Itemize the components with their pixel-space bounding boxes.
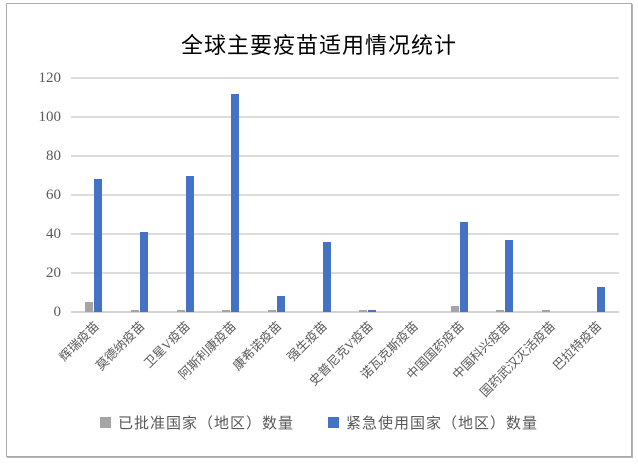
emergency-bar-3 <box>185 175 194 312</box>
emergency-bar-10 <box>505 239 514 312</box>
approved-bar-5 <box>268 310 276 312</box>
chart-frame: 全球主要疫苗适用情况统计 0 20 40 60 80 100 120 辉瑞疫苗 莫德纳疫苗 卫星V… <box>6 3 632 457</box>
emergency-swatch-icon <box>328 417 339 428</box>
x-axis-category-label: 辉瑞疫苗 <box>56 319 102 365</box>
y-axis-tick-label: 80 <box>46 148 61 164</box>
gridline-y100 <box>71 116 619 118</box>
approved-swatch-icon <box>99 417 111 428</box>
gridline-y120 <box>71 77 619 79</box>
plot-area: 0 20 40 60 80 100 120 辉瑞疫苗 莫德纳疫苗 卫星V疫苗 阿斯利康疫苗 康希诺疫苗… <box>39 70 619 400</box>
y-axis-tick-label: 120 <box>38 70 62 86</box>
gridline-y80 <box>71 155 619 157</box>
x-axis-category-label: 康希诺疫苗 <box>230 319 285 374</box>
x-axis-category-label: 莫德纳疫苗 <box>93 319 148 374</box>
emergency-bar-5 <box>277 296 285 312</box>
chart-title: 全球主要疫苗适用情况统计 <box>180 33 457 58</box>
approved-bar-2 <box>131 310 139 312</box>
emergency-bar-6 <box>322 241 331 312</box>
emergency-bar-12 <box>596 286 605 312</box>
legend-label-approved: 已批准国家（地区）数量 <box>117 416 294 432</box>
gridline-y20 <box>71 272 619 274</box>
approved-bar-1 <box>85 302 94 312</box>
gridline-y60 <box>71 194 619 196</box>
x-axis-category-label: 强生疫苗 <box>284 319 331 365</box>
approved-bar-7 <box>359 310 368 312</box>
gridline-y0 <box>71 311 619 313</box>
approved-bar-4 <box>222 310 231 312</box>
emergency-bar-9 <box>459 222 468 312</box>
emergency-bar-2 <box>140 232 148 312</box>
y-axis-tick-label: 60 <box>46 187 61 203</box>
y-axis-tick-label: 20 <box>46 265 61 281</box>
legend: 已批准国家（地区）数量 紧急使用国家（地区）数量 <box>7 412 631 433</box>
approved-bar-9 <box>450 306 459 312</box>
emergency-bar-1 <box>94 179 103 312</box>
y-axis-tick-label: 100 <box>38 109 62 125</box>
gridline-y40 <box>71 233 619 235</box>
legend-item-approved: 已批准国家（地区）数量 <box>99 412 294 433</box>
approved-bar-3 <box>176 310 185 312</box>
legend-item-emergency: 紧急使用国家（地区）数量 <box>328 412 538 433</box>
approved-bar-11 <box>542 310 550 312</box>
emergency-bar-7 <box>368 310 377 312</box>
legend-label-emergency: 紧急使用国家（地区）数量 <box>346 416 539 432</box>
y-axis-tick-label: 40 <box>46 226 61 242</box>
x-axis-category-label: 巴拉特疫苗 <box>549 319 605 374</box>
approved-bar-10 <box>496 310 505 312</box>
emergency-bar-4 <box>231 93 240 312</box>
y-axis-tick-label: 0 <box>53 304 62 320</box>
